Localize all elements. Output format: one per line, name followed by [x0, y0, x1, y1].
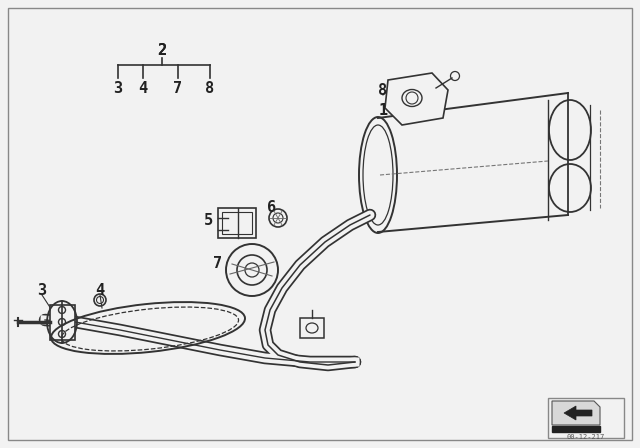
Text: 2: 2 [157, 43, 166, 57]
Bar [300, 318, 324, 338]
Text: 00-12-217: 00-12-217 [567, 434, 605, 440]
Text: 4: 4 [95, 283, 104, 297]
Polygon shape [552, 401, 600, 425]
Bar [222, 212, 252, 234]
Text: 7: 7 [173, 81, 182, 95]
Bar [552, 426, 600, 432]
Bar [218, 208, 256, 238]
Text: 1: 1 [378, 103, 388, 117]
Polygon shape [385, 73, 448, 125]
Text: 3: 3 [37, 283, 47, 297]
Text: 8: 8 [205, 81, 214, 95]
Text: 6: 6 [268, 199, 276, 215]
Text: 7: 7 [213, 255, 223, 271]
Text: 8: 8 [378, 82, 388, 98]
Text: 3: 3 [113, 81, 123, 95]
Polygon shape [564, 406, 592, 420]
Polygon shape [50, 305, 75, 340]
Text: 4: 4 [138, 81, 148, 95]
Text: 2: 2 [157, 43, 166, 57]
Text: 5: 5 [204, 212, 212, 228]
Bar [548, 398, 624, 438]
